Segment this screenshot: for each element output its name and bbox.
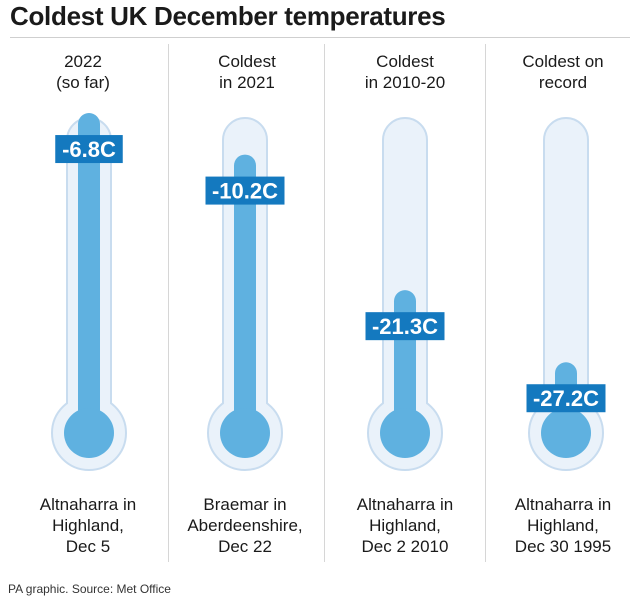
- value-label-box: [526, 384, 606, 413]
- column-divider: [324, 44, 325, 562]
- category-label: Coldest in 2010-20: [364, 52, 446, 92]
- category-label: Coldest on record: [522, 52, 604, 92]
- mercury-bulb: [380, 408, 430, 458]
- location-label: Altnaharra in Highland, Dec 30 1995: [514, 495, 612, 556]
- source-note: PA graphic. Source: Met Office: [8, 582, 171, 596]
- mercury-bar: [234, 154, 256, 434]
- value-label-box: [365, 312, 445, 341]
- category-label: 2022 (so far): [56, 52, 110, 92]
- value-label: -6.8C: [62, 137, 116, 162]
- mercury-bulb: [64, 408, 114, 458]
- category-label: Coldest in 2021: [218, 52, 276, 92]
- chart-title: Coldest UK December temperatures: [10, 1, 446, 31]
- value-label-box: [55, 135, 123, 164]
- mercury-bar: [78, 113, 100, 434]
- mercury-bulb: [541, 408, 591, 458]
- value-label: -21.3C: [372, 314, 438, 339]
- value-label: -10.2C: [212, 179, 278, 204]
- mercury-bulb: [220, 408, 270, 458]
- column-divider: [168, 44, 169, 562]
- column-divider: [485, 44, 486, 562]
- value-label: -27.2C: [533, 386, 599, 411]
- value-label-box: [205, 176, 285, 205]
- location-label: Altnaharra in Highland, Dec 2 2010: [356, 495, 454, 556]
- location-label: Altnaharra in Highland, Dec 5: [39, 495, 137, 556]
- location-label: Braemar in Aberdeenshire, Dec 22: [187, 495, 303, 556]
- title-rule: [10, 37, 630, 38]
